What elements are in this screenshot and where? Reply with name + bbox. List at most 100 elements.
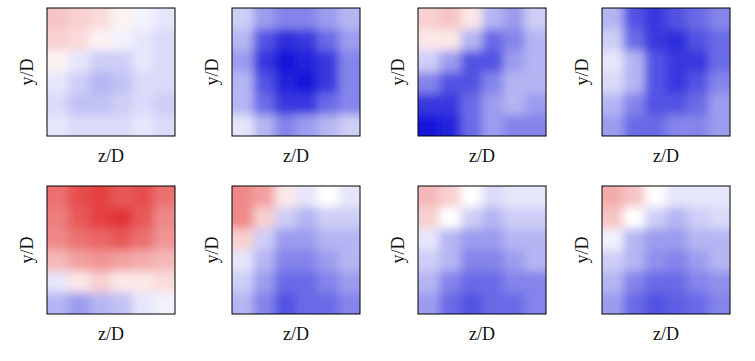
plot-area [232, 186, 360, 314]
cell [602, 229, 624, 251]
cell [666, 293, 688, 314]
cell [461, 229, 483, 251]
cell [439, 72, 461, 94]
cell [253, 115, 275, 136]
x-axis-title: z/D [469, 324, 495, 344]
x-axis-title: z/D [98, 324, 124, 344]
cell [47, 93, 69, 115]
plot-area [602, 8, 730, 136]
cell [687, 29, 709, 51]
cell [90, 250, 112, 272]
cell [525, 29, 546, 51]
cell [47, 115, 69, 136]
cell [709, 186, 730, 208]
cell [253, 250, 275, 272]
cell [68, 207, 90, 229]
cell [418, 93, 440, 115]
cell [317, 93, 339, 115]
cell [418, 250, 440, 272]
cell [339, 72, 360, 94]
cell [154, 293, 175, 314]
cell [439, 115, 461, 136]
cell [439, 271, 461, 293]
cell [111, 8, 133, 30]
cell [602, 271, 624, 293]
cell [602, 8, 624, 30]
cell [68, 8, 90, 30]
x-axis-title: z/D [98, 146, 124, 166]
cell [525, 8, 546, 30]
cell [709, 72, 730, 94]
cell [525, 250, 546, 272]
field [232, 8, 360, 136]
x-axis-title: z/D [469, 146, 495, 166]
cell [461, 29, 483, 51]
plot-area [418, 8, 546, 136]
cell [275, 186, 297, 208]
cell [482, 229, 504, 251]
frame [232, 8, 360, 136]
cell [461, 8, 483, 30]
cell [232, 93, 254, 115]
cell [709, 250, 730, 272]
field [602, 186, 730, 314]
cell [439, 229, 461, 251]
cell [503, 293, 525, 314]
cell [645, 293, 667, 314]
cell [154, 29, 175, 51]
cell [461, 250, 483, 272]
cell [666, 8, 688, 30]
cell [90, 93, 112, 115]
cell [275, 51, 297, 73]
cell [418, 271, 440, 293]
cell [132, 51, 154, 73]
field [47, 186, 175, 314]
cell [90, 51, 112, 73]
plot-area [418, 186, 546, 314]
cell [47, 8, 69, 30]
cell [339, 207, 360, 229]
cell [666, 229, 688, 251]
cell [253, 72, 275, 94]
cell [503, 72, 525, 94]
plot-area [232, 8, 360, 136]
cell [525, 271, 546, 293]
cell [68, 229, 90, 251]
cell [623, 8, 645, 30]
cell [709, 51, 730, 73]
plot-area [47, 8, 175, 136]
cell [317, 229, 339, 251]
cell [296, 250, 318, 272]
cell [317, 293, 339, 314]
field [418, 8, 546, 136]
cell [602, 93, 624, 115]
cell [90, 8, 112, 30]
panel: z/Dy/D [572, 0, 743, 166]
cell [317, 115, 339, 136]
cell [623, 115, 645, 136]
cell [687, 186, 709, 208]
x-axis-title: z/D [283, 324, 309, 344]
cell [439, 207, 461, 229]
cell [47, 29, 69, 51]
cell [68, 271, 90, 293]
cell [666, 29, 688, 51]
cell [132, 250, 154, 272]
cell [623, 72, 645, 94]
cell [47, 186, 69, 208]
cell [687, 271, 709, 293]
cell [709, 29, 730, 51]
cell [232, 72, 254, 94]
cell [90, 293, 112, 314]
cell [253, 51, 275, 73]
cell [253, 29, 275, 51]
cell [68, 250, 90, 272]
cell [525, 115, 546, 136]
cell [253, 93, 275, 115]
cell [154, 207, 175, 229]
cell [623, 207, 645, 229]
cell [68, 93, 90, 115]
cell [602, 207, 624, 229]
cell [709, 115, 730, 136]
cell [525, 186, 546, 208]
